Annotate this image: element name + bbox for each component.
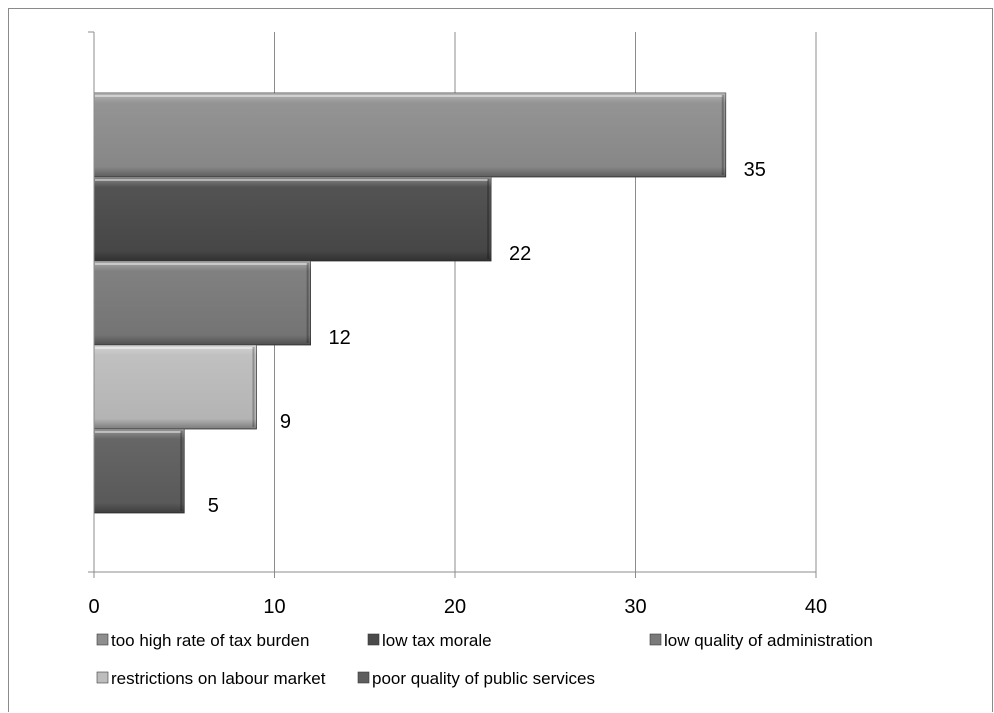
data-label: 9 <box>280 411 291 433</box>
bar-group <box>93 344 257 430</box>
bar-shading <box>94 261 311 345</box>
legend: too high rate of tax burden low tax moral… <box>96 631 873 688</box>
bars <box>93 92 727 514</box>
legend-swatch <box>649 633 662 646</box>
bar-shading <box>94 345 257 429</box>
legend-label: poor quality of public services <box>372 669 595 688</box>
legend-label: low tax morale <box>382 631 492 650</box>
data-label: 35 <box>744 159 766 181</box>
x-tick-label: 30 <box>624 596 646 618</box>
legend-item: too high rate of tax burden <box>96 631 309 650</box>
legend-swatch <box>367 633 380 646</box>
bar-group <box>93 260 312 346</box>
legend-swatch <box>96 671 109 684</box>
bar-group <box>93 176 492 262</box>
data-labels: 35 22 12 9 5 <box>208 159 766 517</box>
data-label: 12 <box>328 327 350 349</box>
x-tick-label: 20 <box>444 596 466 618</box>
x-tick-label: 0 <box>88 596 99 618</box>
legend-item: low quality of administration <box>649 631 873 650</box>
legend-label: low quality of administration <box>664 631 873 650</box>
x-tick-label: 10 <box>263 596 285 618</box>
data-label: 22 <box>509 243 531 265</box>
bar-shading <box>94 429 185 513</box>
legend-swatch <box>357 671 370 684</box>
legend-label: restrictions on labour market <box>111 669 326 688</box>
data-label: 5 <box>208 495 219 517</box>
legend-item: poor quality of public services <box>357 669 595 688</box>
legend-item: low tax morale <box>367 631 492 650</box>
legend-item: restrictions on labour market <box>96 669 326 688</box>
legend-swatch <box>96 633 109 646</box>
bar-shading <box>94 93 726 177</box>
bar-group <box>93 92 727 178</box>
legend-label: too high rate of tax burden <box>111 631 309 650</box>
bar-group <box>93 428 185 514</box>
bar-shading <box>94 177 492 261</box>
axes: 0 10 20 30 40 <box>88 31 827 618</box>
x-tick-label: 40 <box>805 596 827 618</box>
